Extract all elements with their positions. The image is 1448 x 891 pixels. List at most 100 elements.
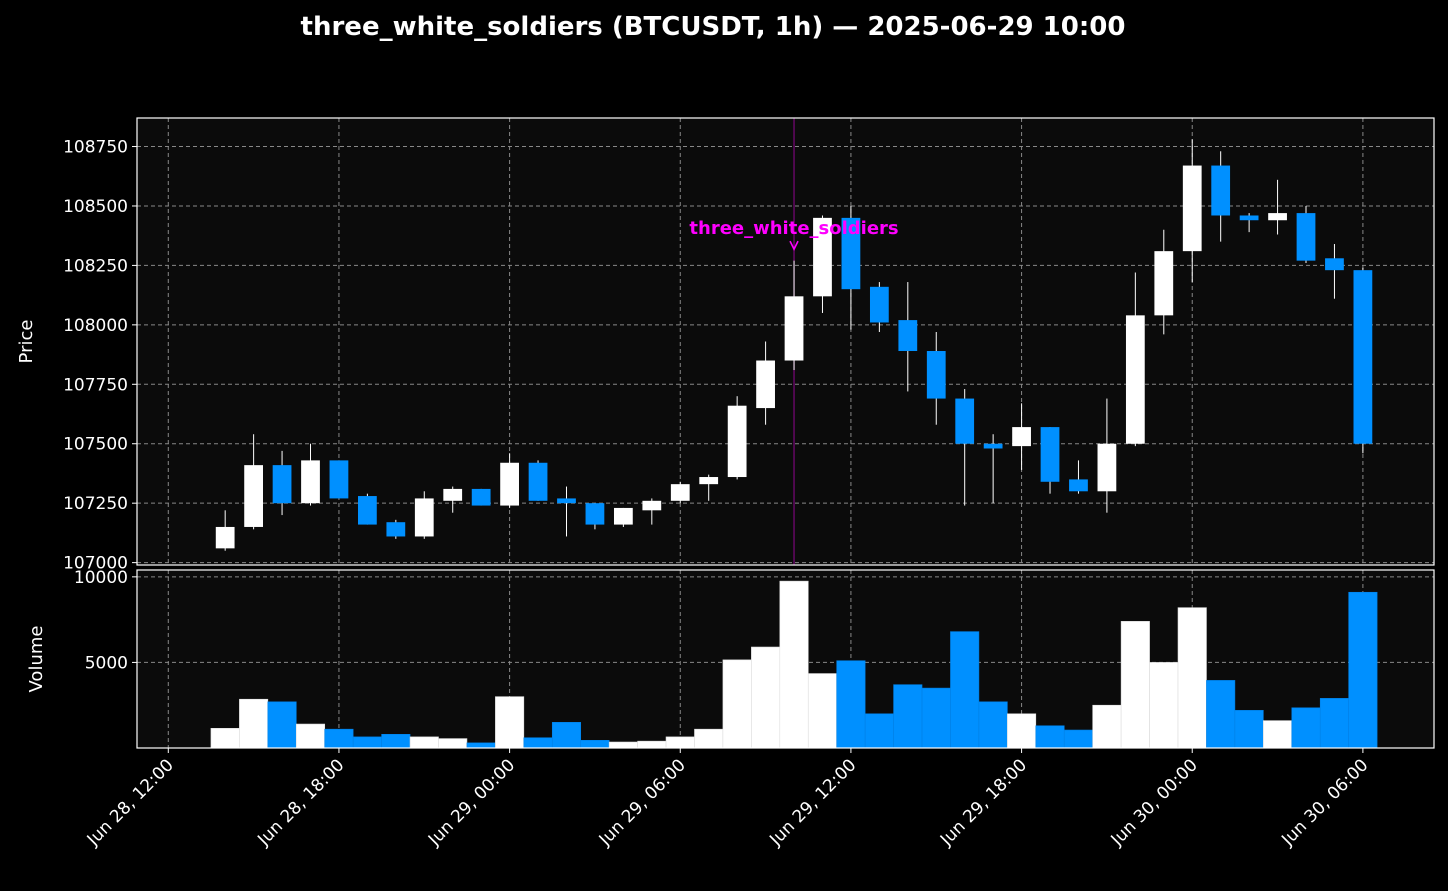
volume-bar [409,736,439,749]
volume-panel-border [136,569,1435,749]
volume-bar [1149,662,1179,749]
volume-bar [751,646,781,749]
candle-body [955,398,975,444]
x-tick-label: Jun 28, 18:00 [253,755,348,850]
candle-body [1325,258,1344,271]
price-axis-label: Price [16,320,37,364]
candle-body [1296,213,1316,261]
pattern-annotation-label: three_white_soldiers [689,218,898,239]
volume-bar [1092,704,1122,749]
candle-body [1182,165,1202,252]
candle-body [1097,443,1117,492]
candle-body [1069,479,1088,492]
candle-body [784,296,804,361]
volume-bar [637,740,667,749]
chart-title: three_white_soldiers (BTCUSDT, 1h) — 202… [300,12,1126,42]
volume-bar [1120,621,1150,749]
candle-body [642,500,662,511]
volume-bar [1291,707,1321,749]
volume-bar [1348,591,1378,749]
volume-bar [694,728,724,749]
candle-body [1268,213,1287,221]
candle-body [869,286,889,323]
volume-bar [864,713,894,749]
x-tick-label: Jun 29, 00:00 [424,755,519,850]
candle-body [1125,315,1145,444]
price-tick-label: 108750 [63,138,128,158]
volume-bar [921,687,951,749]
candle-body [244,465,264,527]
candle-body [329,460,349,499]
volume-bar [893,684,923,749]
volume-bar [1007,713,1037,749]
volume-axis-label: Volume [26,626,47,693]
candle-body [528,462,548,501]
candle-body [585,503,605,525]
volume-bar [665,736,695,749]
candle-body [215,526,235,549]
volume-bar [608,741,638,749]
volume-bar [1206,680,1236,749]
x-tick-label: Jun 29, 18:00 [936,755,1031,850]
x-tick-label: Jun 30, 00:00 [1107,755,1202,850]
candle-body [727,405,747,478]
volume-bar [722,659,752,749]
volume-bar [551,722,582,749]
volume-bar [466,742,496,749]
x-tick-label: Jun 29, 06:00 [595,755,690,850]
volume-bar [580,739,610,749]
volume-tick-label: 10000 [74,568,128,588]
candle-body [983,443,1003,449]
pattern-annotation-arrow [789,240,799,251]
volume-bar [950,631,980,749]
candle-body [926,351,946,399]
volume-bar [381,734,411,749]
price-panel-border [136,117,1435,566]
price-tick-label: 107500 [63,435,128,455]
price-tick-label: 108000 [63,316,128,336]
volume-bar [1177,607,1207,749]
candle-body [471,488,491,506]
volume-bar [807,673,837,749]
x-tick-label: Jun 28, 12:00 [83,755,178,850]
candle-body [358,496,377,525]
candle-body [1012,427,1031,447]
candle-body [670,484,690,501]
volume-tick-label: 5000 [85,653,128,673]
volume-bar [1319,698,1349,749]
x-tick-label: Jun 30, 06:00 [1277,755,1372,850]
x-tick-label: Jun 29, 12:00 [765,755,860,850]
candle-body [557,498,576,504]
volume-bar [523,737,553,749]
price-tick-label: 108250 [63,256,128,276]
volume-bar [1035,725,1065,749]
volume-bar [267,701,297,749]
candle-body [898,320,918,352]
volume-bar [1234,710,1264,749]
volume-bar [210,728,240,749]
price-tick-label: 108500 [63,197,128,217]
candle-body [1239,215,1259,221]
candle-body [301,460,320,504]
volume-bar [836,660,866,749]
volume-bar [978,701,1008,749]
volume-bar [438,738,468,749]
candle-body [443,488,463,501]
volume-bar [324,728,354,749]
volume-bar [495,696,525,749]
volume-bar [352,736,382,749]
candle-body [699,477,719,485]
candle-body [1211,165,1231,216]
price-tick-label: 107250 [63,494,128,514]
candle-body [756,360,775,409]
candle-body [1353,270,1373,444]
candle-body [1154,251,1174,316]
candle-body [386,522,406,537]
candle-body [414,498,434,537]
price-tick-label: 107750 [63,375,128,395]
candle-body [841,217,861,290]
candle-body [613,507,633,525]
price-tick-label: 107000 [63,554,128,574]
volume-bar [239,698,269,749]
